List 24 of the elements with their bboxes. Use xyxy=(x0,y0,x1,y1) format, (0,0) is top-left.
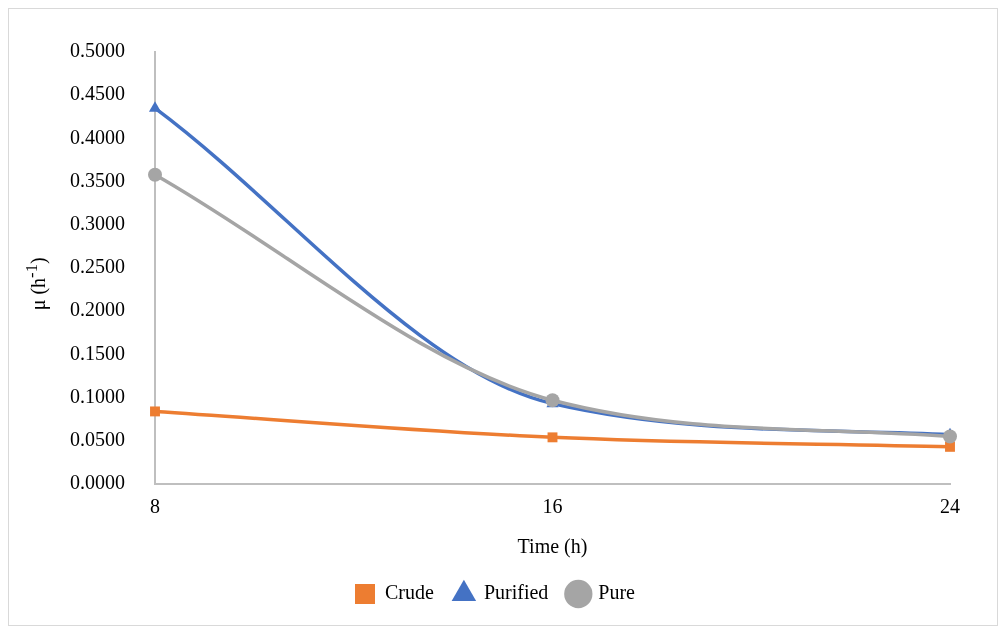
y-tick-label: 0.3000 xyxy=(70,212,125,235)
point xyxy=(943,429,957,444)
y-tick-label: 0.4500 xyxy=(70,82,125,105)
x-tick-label: 24 xyxy=(940,495,960,518)
point xyxy=(148,101,162,112)
y-tick-label: 0.2500 xyxy=(70,255,125,278)
legend-label: Purified xyxy=(483,581,549,604)
y-tick-label: 0.0000 xyxy=(70,471,125,494)
legend-label: Pure xyxy=(598,581,636,604)
y-tick-label: 0.4000 xyxy=(70,125,125,148)
y-tick-label: 0.2000 xyxy=(70,298,125,321)
point xyxy=(547,432,558,443)
point xyxy=(150,406,160,417)
x-tick-label: 16 xyxy=(542,495,563,518)
x-tick-label: 8 xyxy=(150,495,160,518)
y-tick-label: 0.0500 xyxy=(70,428,125,451)
y-tick-label: 0.3500 xyxy=(70,168,125,191)
point xyxy=(148,167,162,182)
point xyxy=(945,441,955,452)
y-tick-label: 0.5000 xyxy=(70,39,125,62)
y-tick-label: 0.1000 xyxy=(70,384,125,407)
legend-label: Crude xyxy=(385,581,435,604)
y-tick-label: 0.1500 xyxy=(70,341,125,364)
x-axis-title: Time (h) xyxy=(517,535,588,559)
